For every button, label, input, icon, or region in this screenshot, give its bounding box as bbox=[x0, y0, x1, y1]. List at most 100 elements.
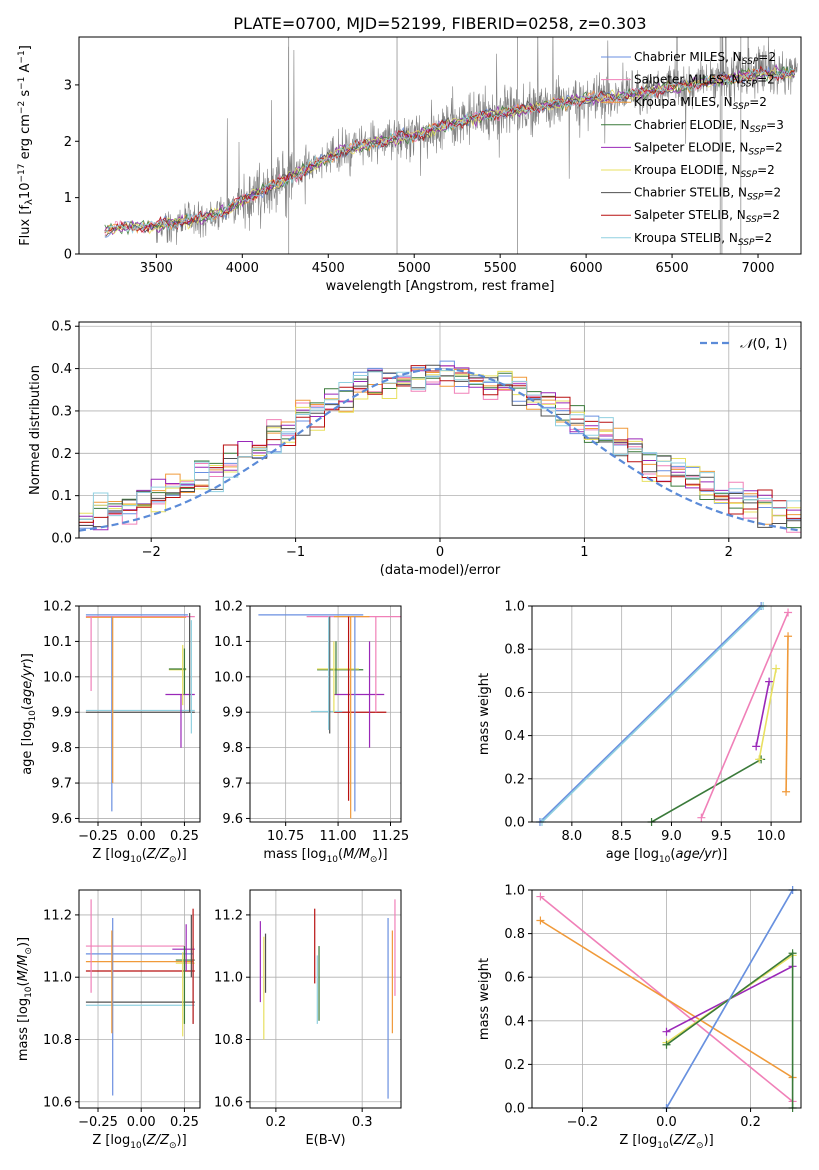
panel-age-vs-Z: −0.25 0.00 0.25 9.6 9.7 9.8 9.9 10.0 10.1 10.2 Z [… bbox=[20, 600, 201, 865]
figure-suptitle: PLATE=0700, MJD=52199, FIBERID=0258, z=0… bbox=[233, 14, 646, 33]
legend-entry: Chabrier MILES, NSSP=2 bbox=[634, 50, 776, 67]
y-tick-label: 2 bbox=[64, 135, 72, 150]
weight-line bbox=[758, 668, 777, 760]
weight-line bbox=[700, 612, 789, 819]
y-tick-label: 0.4 bbox=[51, 362, 72, 377]
x-tick-label: 8.0 bbox=[562, 829, 583, 844]
weight-marker bbox=[697, 813, 706, 822]
x-tick-label: 0.3 bbox=[352, 1115, 373, 1130]
y-tick-label: 10.1 bbox=[214, 635, 243, 650]
y-tick-label: 11.2 bbox=[214, 908, 243, 923]
y-tick-label: 9.9 bbox=[51, 706, 72, 721]
weight-line bbox=[539, 606, 762, 822]
hist-step-kroupa-stelib bbox=[79, 369, 801, 520]
y-tick-label: 10.0 bbox=[43, 670, 72, 685]
x-tick-label: −0.25 bbox=[78, 1115, 118, 1130]
weight-marker bbox=[784, 632, 793, 641]
plot-area bbox=[104, 37, 798, 254]
weight-marker bbox=[765, 677, 774, 686]
y-axis-label: age [log10(age/yr)] bbox=[20, 653, 38, 775]
weight-marker bbox=[662, 1040, 671, 1049]
x-tick-label: 11.25 bbox=[372, 829, 409, 844]
weight-line bbox=[785, 636, 789, 792]
x-axis-label: Z [log10(Z/Z⊙)] bbox=[92, 1133, 186, 1151]
legend-entry: Salpeter ELODIE, NSSP=2 bbox=[634, 140, 783, 157]
x-tick-label: 9.0 bbox=[661, 829, 682, 844]
x-axis-label: wavelength [Angstrom, rest frame] bbox=[326, 279, 555, 294]
y-tick-label: 0.4 bbox=[504, 1014, 525, 1029]
x-tick-label: 6500 bbox=[656, 261, 689, 276]
weight-marker bbox=[752, 742, 761, 751]
weight-line bbox=[665, 890, 794, 1108]
model-line-salpeter-stelib bbox=[104, 65, 796, 234]
weight-marker bbox=[536, 892, 545, 901]
plot-area bbox=[78, 360, 802, 533]
x-tick-label: 8.5 bbox=[611, 829, 632, 844]
legend-entry: Kroupa ELODIE, NSSP=2 bbox=[634, 163, 775, 180]
normal-curve bbox=[78, 367, 802, 532]
y-axis-label: mass weight bbox=[477, 958, 492, 1040]
x-tick-label: −0.2 bbox=[567, 1115, 599, 1130]
y-tick-label: 0.2 bbox=[51, 447, 72, 462]
y-tick-label: 0.2 bbox=[504, 772, 525, 787]
y-tick-label: 0 bbox=[64, 248, 72, 263]
x-tick-label: 0.2 bbox=[266, 1115, 287, 1130]
y-tick-label: 10.8 bbox=[43, 1033, 72, 1048]
x-tick-label: 0.25 bbox=[170, 829, 199, 844]
y-tick-label: 1.0 bbox=[504, 884, 525, 899]
x-tick-label: 4000 bbox=[226, 261, 259, 276]
y-tick-label: 9.7 bbox=[51, 777, 72, 792]
x-tick-label: 5500 bbox=[484, 261, 517, 276]
y-tick-label: 0.6 bbox=[504, 971, 525, 986]
y-tick-label: 10.1 bbox=[43, 635, 72, 650]
x-tick-label: −2 bbox=[142, 545, 161, 560]
weight-marker bbox=[782, 787, 791, 796]
y-tick-label: 0.0 bbox=[504, 1102, 525, 1117]
y-tick-label: 11.0 bbox=[214, 971, 243, 986]
y-tick-label: 0.8 bbox=[504, 927, 525, 942]
panel-spectrum: 3500 4000 4500 5000 5500 6000 6500 7000 0 1 2 3 wave… bbox=[17, 36, 802, 294]
weight-marker bbox=[536, 916, 545, 925]
y-tick-label: 0.1 bbox=[51, 489, 72, 504]
legend-entry: Chabrier STELIB, NSSP=2 bbox=[634, 186, 781, 203]
x-tick-label: 0.00 bbox=[127, 829, 156, 844]
y-tick-label: 0.6 bbox=[504, 686, 525, 701]
y-tick-label: 0.0 bbox=[51, 532, 72, 547]
x-axis-label: (data-model)/error bbox=[380, 563, 501, 578]
panel-massweight-vs-Z: −0.2 0.0 0.2 0.0 0.2 0.4 0.6 0.8 1.0 Z [log10(Z/Z… bbox=[477, 884, 802, 1151]
panel-residuals: −2 −1 0 1 2 0.0 0.1 0.2 0.3 0.4 0.5 𝒩(0, 1) (data-mo… bbox=[28, 320, 802, 578]
y-tick-label: 0.8 bbox=[504, 643, 525, 658]
x-tick-label: 7000 bbox=[741, 261, 774, 276]
x-tick-label: 10.75 bbox=[267, 829, 304, 844]
x-tick-label: 3500 bbox=[140, 261, 173, 276]
y-tick-label: 0.0 bbox=[504, 816, 525, 831]
y-tick-label: 9.6 bbox=[222, 812, 243, 827]
legend-entry: Salpeter MILES, NSSP=2 bbox=[634, 73, 775, 90]
x-tick-label: 0.00 bbox=[127, 1115, 156, 1130]
plot-area bbox=[259, 899, 396, 1099]
plot-area bbox=[85, 613, 195, 812]
panel-massweight-vs-age: 8.0 8.5 9.0 9.5 10.0 0.0 0.2 0.4 0.6 0.8 1.0 age [l… bbox=[477, 600, 802, 865]
axes-frame bbox=[78, 889, 201, 1109]
legend-entry: 𝒩(0, 1) bbox=[740, 337, 787, 352]
y-tick-label: 0.3 bbox=[51, 404, 72, 419]
weight-marker bbox=[772, 664, 781, 673]
plot-area bbox=[535, 602, 793, 826]
y-tick-label: 11.0 bbox=[43, 971, 72, 986]
weight-line bbox=[755, 681, 770, 747]
y-tick-label: 11.2 bbox=[43, 908, 72, 923]
x-axis-label: Z [log10(Z/Z⊙)] bbox=[92, 847, 186, 865]
plot-area bbox=[85, 899, 195, 1096]
legend-entry: Chabrier ELODIE, NSSP=3 bbox=[634, 118, 784, 135]
weight-line bbox=[541, 606, 764, 822]
axes-frame bbox=[249, 605, 402, 823]
axes-frame bbox=[249, 889, 402, 1109]
weight-marker bbox=[784, 608, 793, 617]
y-tick-label: 0.2 bbox=[504, 1058, 525, 1073]
x-tick-label: 2 bbox=[725, 545, 733, 560]
x-tick-label: 0.0 bbox=[656, 1115, 677, 1130]
x-tick-label: −0.25 bbox=[78, 829, 118, 844]
x-tick-label: 6000 bbox=[570, 261, 603, 276]
y-tick-label: 10.2 bbox=[43, 600, 72, 615]
